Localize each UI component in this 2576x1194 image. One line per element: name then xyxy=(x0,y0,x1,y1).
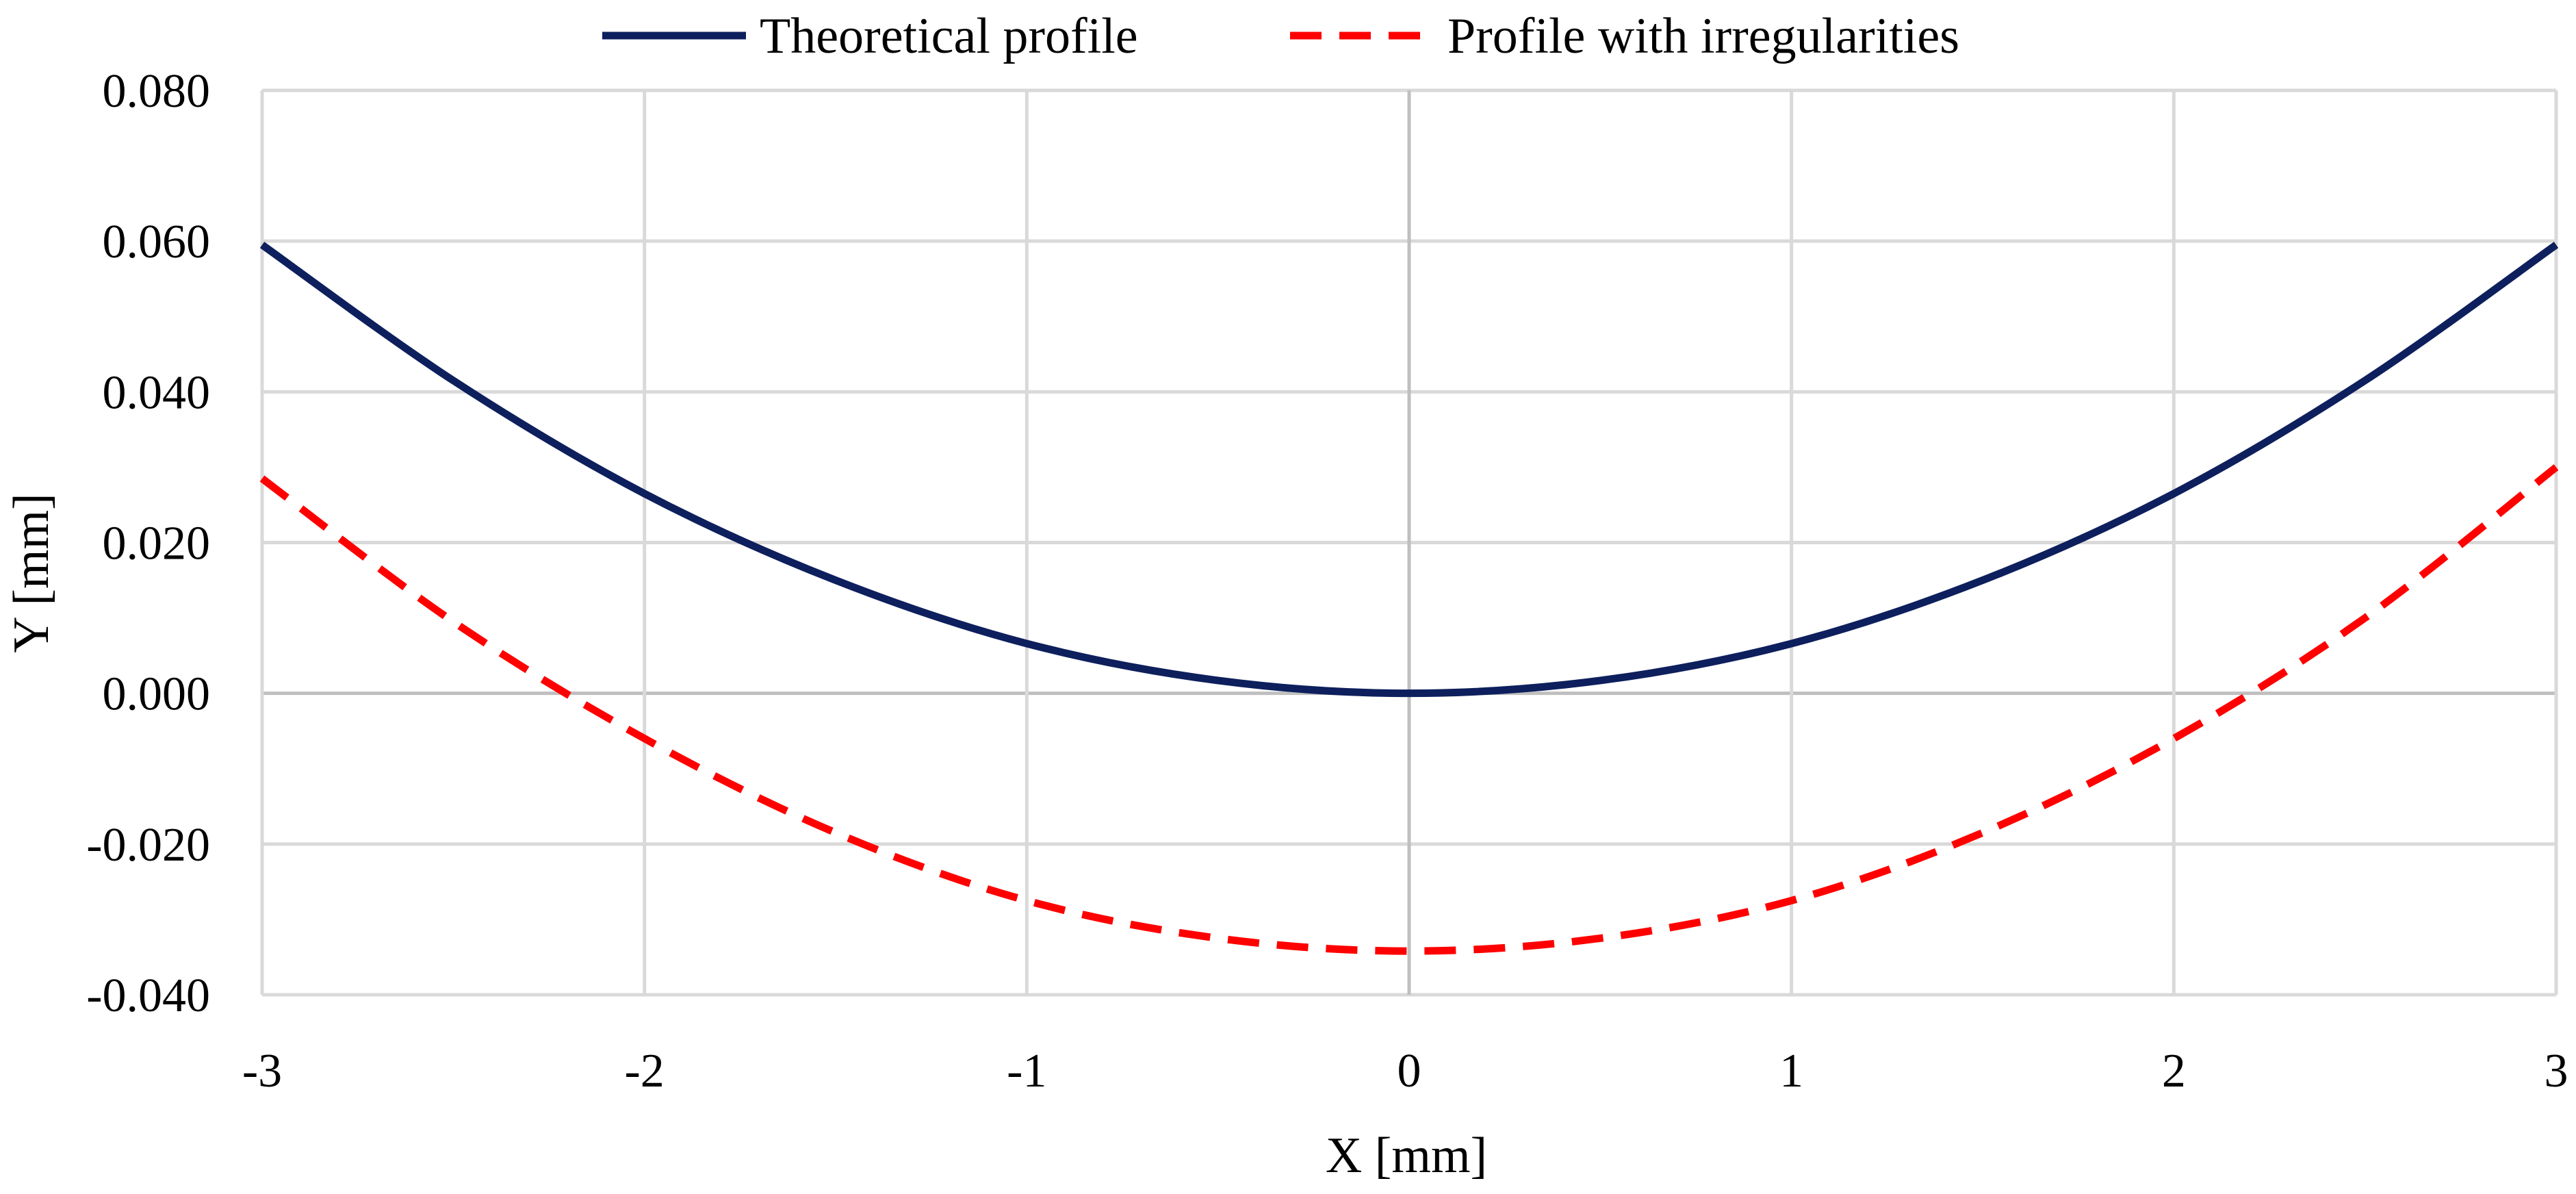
legend-label-irregular: Profile with irregularities xyxy=(1447,8,1959,64)
x-tick-label: 1 xyxy=(1779,1045,1803,1097)
x-tick-label: 0 xyxy=(1398,1045,1421,1097)
series-layer xyxy=(259,242,2559,955)
series-profile-irregularities xyxy=(259,464,2559,955)
x-axis-label: X [mm] xyxy=(1326,1128,1487,1184)
y-tick-label: 0.000 xyxy=(103,668,211,721)
legend-label-theoretical: Theoretical profile xyxy=(760,8,1138,64)
x-tick-label: -2 xyxy=(625,1045,665,1097)
y-tick-label: -0.040 xyxy=(86,969,210,1022)
y-tick-label: 0.060 xyxy=(103,216,211,268)
y-tick-label: -0.020 xyxy=(86,819,210,872)
y-tick-label: 0.020 xyxy=(103,518,211,570)
x-tick-label: -3 xyxy=(242,1045,282,1097)
x-tick-label: -1 xyxy=(1007,1045,1046,1097)
x-tick-label: 2 xyxy=(2162,1045,2186,1097)
tick-labels: 0.080 0.060 0.040 0.020 0.000 -0.020 -0.040 -3 -… xyxy=(86,65,2568,1097)
legend: Theoretical profile Profile with irregul… xyxy=(602,8,1959,64)
grid xyxy=(260,88,2558,997)
y-axis-label: Y [mm] xyxy=(3,493,60,653)
y-tick-label: 0.040 xyxy=(103,366,211,419)
y-tick-label: 0.080 xyxy=(103,65,211,118)
x-tick-label: 3 xyxy=(2545,1045,2568,1097)
series-theoretical-profile xyxy=(259,242,2559,698)
